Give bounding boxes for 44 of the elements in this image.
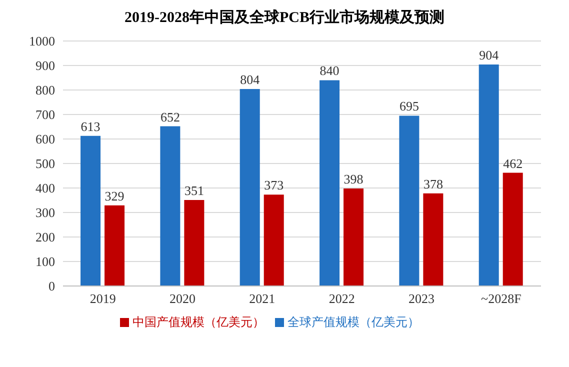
y-tick-label: 200	[36, 230, 55, 245]
y-tick-label: 400	[36, 180, 55, 196]
y-tick-label: 300	[36, 205, 55, 220]
bar	[344, 188, 364, 286]
bar	[320, 80, 340, 286]
bar	[184, 200, 204, 286]
data-label: 652	[160, 109, 180, 124]
data-label: 695	[399, 98, 419, 114]
x-tick-label: ~2028F	[481, 291, 522, 306]
bar	[423, 193, 444, 286]
data-label: 462	[503, 156, 523, 171]
y-tick-label: 600	[36, 132, 55, 147]
y-tick-label: 100	[36, 254, 55, 270]
bar	[80, 136, 101, 286]
data-label: 373	[264, 178, 284, 193]
data-label: 904	[479, 48, 500, 63]
bar	[264, 194, 284, 286]
x-tick-label: 2021	[249, 291, 276, 306]
x-tick-label: 2022	[328, 291, 355, 306]
y-tick-label: 1000	[29, 34, 55, 49]
legend-label: 中国产值规模（亿美元）	[132, 315, 264, 329]
data-label: 329	[104, 188, 124, 204]
data-label: 351	[184, 183, 204, 198]
x-tick-label: 2020	[170, 291, 196, 306]
y-tick-label: 0	[48, 278, 55, 294]
data-label: 398	[344, 171, 364, 186]
data-label: 804	[240, 72, 260, 88]
bar	[104, 205, 125, 286]
bar	[502, 172, 523, 286]
data-label: 613	[80, 118, 100, 134]
bar	[160, 126, 180, 286]
y-tick-label: 900	[36, 58, 55, 74]
x-tick-label: 2019	[90, 291, 116, 306]
chart-title: 2019-2028年中国及全球PCB行业市场规模及预测	[124, 8, 446, 27]
bar	[399, 116, 420, 286]
legend-label: 全球产值规模（亿美元）	[288, 315, 420, 329]
y-tick-label: 800	[36, 82, 55, 98]
x-tick-label: 2023	[408, 291, 434, 306]
y-tick-label: 700	[36, 107, 55, 122]
data-label: 378	[423, 176, 443, 192]
data-label: 840	[320, 63, 340, 78]
bar	[240, 89, 260, 286]
y-tick-label: 500	[36, 156, 55, 172]
bar	[478, 64, 499, 286]
